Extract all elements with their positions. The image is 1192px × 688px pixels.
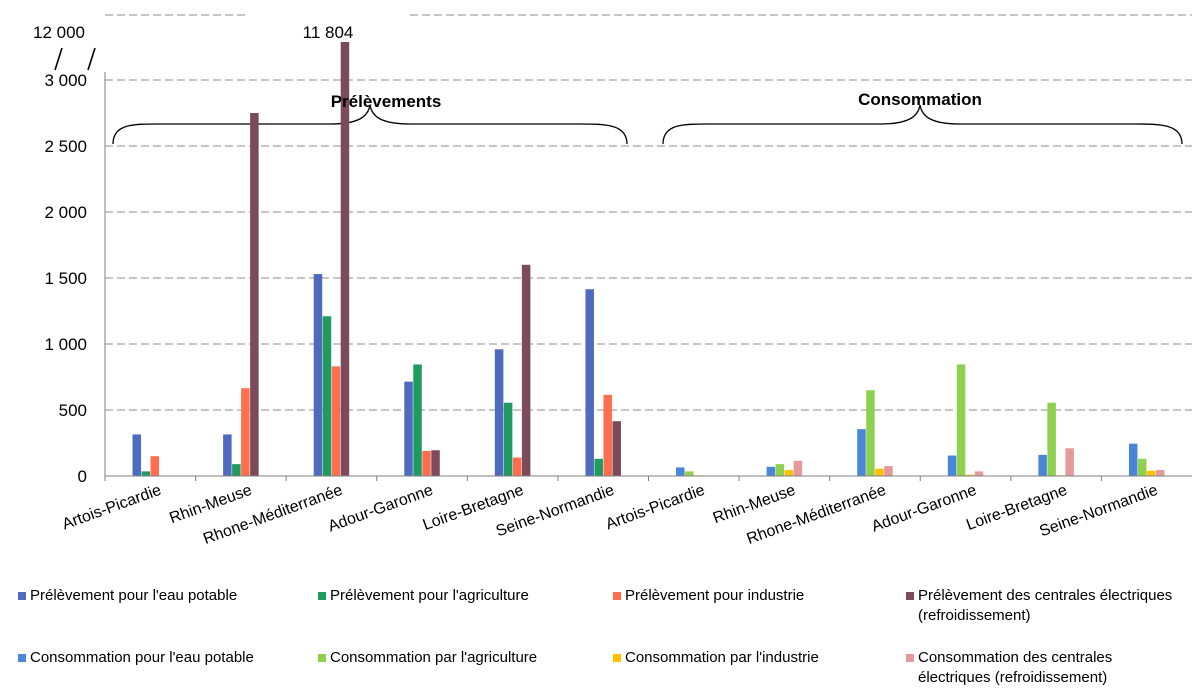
bar-consommation bbox=[974, 471, 984, 476]
bar-consommation bbox=[784, 470, 794, 476]
bar-prelevement bbox=[404, 381, 413, 476]
bar-prelevement bbox=[521, 264, 531, 476]
bar-prelevement bbox=[322, 316, 332, 476]
bar-prelevement bbox=[241, 388, 250, 476]
bar-consommation bbox=[1047, 402, 1056, 476]
bar-prelevement bbox=[603, 394, 612, 476]
bar-prelevement bbox=[503, 402, 513, 476]
group-brackets bbox=[112, 104, 1183, 145]
bar-consommation bbox=[866, 390, 875, 476]
bar-consommation bbox=[775, 464, 785, 476]
bar-consommation bbox=[1155, 470, 1165, 476]
bar-consommation bbox=[947, 455, 957, 476]
bar-consommation bbox=[1146, 470, 1156, 476]
y-tick-label: 0 bbox=[78, 467, 87, 486]
y-tick-label: 1 000 bbox=[44, 335, 87, 354]
y-tick-label: 1 500 bbox=[44, 269, 87, 288]
bar-consommation bbox=[1038, 454, 1047, 476]
bar-prelevement bbox=[512, 457, 522, 476]
bar-prelevement bbox=[422, 450, 431, 476]
bar-prelevement bbox=[232, 464, 241, 476]
y-tick-label: 2 500 bbox=[44, 137, 87, 156]
x-tick-label: Adour-Garonne bbox=[869, 482, 979, 536]
bar-prelevement bbox=[585, 289, 594, 476]
max-value-label: 11 804 bbox=[303, 23, 354, 42]
prelevements-bracket bbox=[112, 104, 628, 145]
gridlines bbox=[105, 14, 1192, 411]
bar-consommation bbox=[676, 467, 685, 476]
bar-prelevement bbox=[494, 349, 504, 476]
x-tick-label: Artois-Picardie bbox=[60, 482, 164, 534]
y-tick-label: 500 bbox=[59, 401, 87, 420]
x-tick-label: Adour-Garonne bbox=[326, 482, 436, 536]
bar-prelevement bbox=[431, 450, 440, 476]
x-tick-label: Artois-Picardie bbox=[604, 482, 708, 534]
bar-consommation bbox=[793, 460, 803, 476]
bar-prelevement bbox=[612, 421, 621, 476]
bar-consommation bbox=[766, 466, 776, 476]
bar-consommation bbox=[1065, 448, 1074, 476]
bar-consommation bbox=[875, 468, 884, 476]
bar-prelevement bbox=[223, 434, 232, 476]
axis-break-mark bbox=[87, 47, 96, 71]
bar-prelevement bbox=[313, 274, 323, 476]
axis-break-mark bbox=[54, 47, 63, 71]
y-tick-label: 2 000 bbox=[44, 203, 87, 222]
prelevements-title: Prélèvements bbox=[331, 92, 442, 111]
bar-consommation bbox=[965, 474, 975, 476]
bar-prelevement bbox=[132, 434, 142, 476]
consommation-title: Consommation bbox=[858, 90, 982, 109]
bar-prelevement bbox=[150, 456, 160, 476]
bar-consommation bbox=[685, 471, 694, 476]
bar-consommation bbox=[884, 466, 893, 476]
bar-prelevement bbox=[413, 364, 422, 476]
bar-prelevement bbox=[340, 42, 350, 476]
bar-consommation bbox=[1137, 458, 1147, 476]
y-tick-label: 3 000 bbox=[44, 71, 87, 90]
axis-break-upper-label: 12 000 bbox=[33, 23, 85, 42]
bar-prelevement bbox=[331, 366, 341, 476]
consommation-bracket bbox=[662, 104, 1183, 145]
bar-consommation bbox=[1128, 443, 1138, 476]
bar-prelevement bbox=[141, 471, 151, 476]
bar-consommation bbox=[956, 364, 966, 476]
bars bbox=[132, 42, 1165, 476]
bar-prelevement bbox=[250, 113, 259, 476]
bar-prelevement bbox=[594, 458, 603, 476]
bar-consommation bbox=[857, 429, 866, 476]
